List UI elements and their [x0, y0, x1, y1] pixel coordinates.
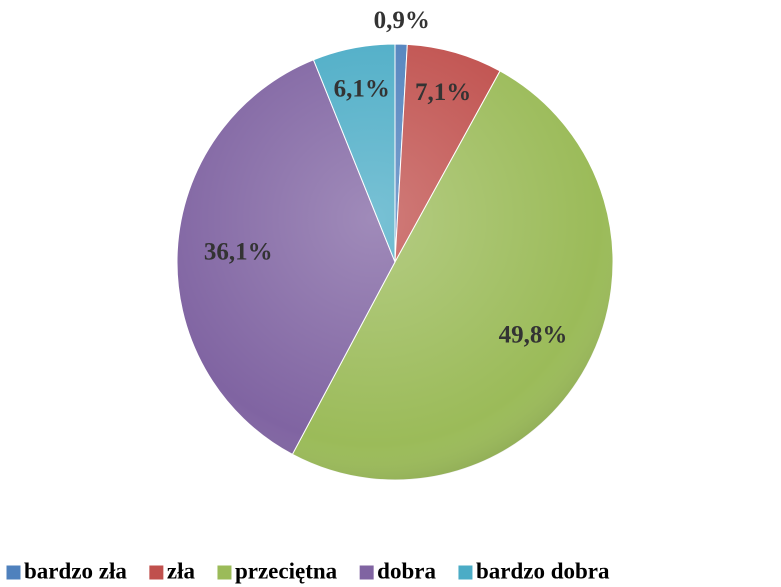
data-label: 6,1%	[334, 76, 390, 103]
legend-label: zła	[167, 558, 196, 583]
legend-swatch	[216, 564, 233, 581]
legend-label: bardzo zła	[24, 558, 127, 583]
legend-label: przeciętna	[235, 558, 338, 583]
legend-swatch	[148, 564, 165, 581]
legend-swatch	[5, 564, 22, 581]
data-label: 36,1%	[204, 238, 273, 265]
data-label: 7,1%	[415, 79, 471, 106]
data-label: 49,8%	[499, 321, 568, 348]
data-label: 0,9%	[374, 7, 430, 34]
legend-swatch	[457, 564, 474, 581]
legend-label: dobra	[377, 558, 436, 583]
legend-label: bardzo dobra	[476, 558, 610, 583]
legend: bardzo zła zła przeciętna dobra bardzo dobra	[5, 558, 610, 583]
legend-swatch	[358, 564, 375, 581]
data-labels: 0,9% 7,1% 49,8% 36,1% 6,1%	[204, 7, 568, 348]
